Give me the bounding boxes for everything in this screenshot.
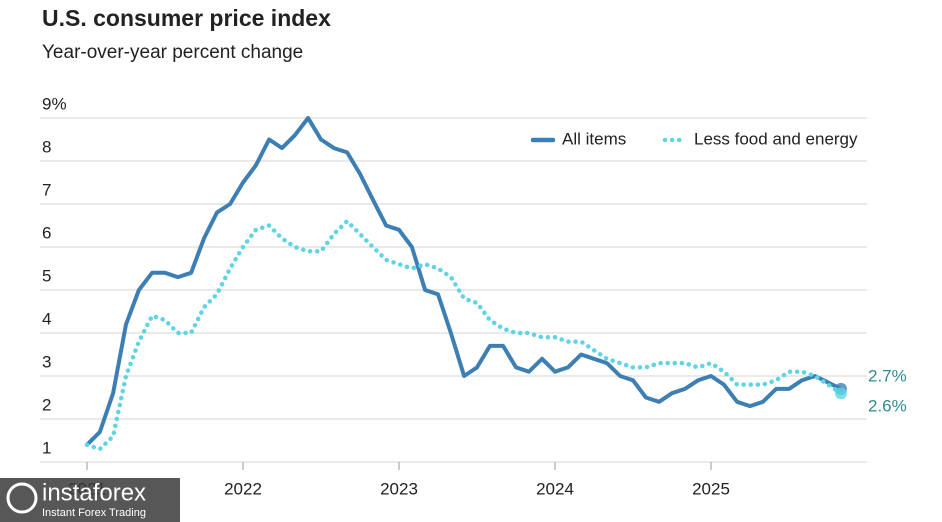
series-line bbox=[85, 116, 843, 447]
y-tick-label: 1 bbox=[42, 438, 51, 457]
x-tick-label: 2023 bbox=[380, 479, 418, 498]
y-tick-label: 4 bbox=[42, 309, 51, 328]
y-tick-label: 6 bbox=[42, 223, 51, 242]
end-label: 2.6% bbox=[868, 397, 907, 416]
end-label: 2.7% bbox=[868, 366, 907, 385]
series-line bbox=[84, 218, 844, 452]
y-tick-label: 7 bbox=[42, 180, 51, 199]
x-tick-label: 2025 bbox=[692, 479, 730, 498]
legend-label: All items bbox=[562, 129, 626, 148]
watermark-tagline: Instant Forex Trading bbox=[42, 507, 146, 519]
y-tick-label: 9% bbox=[42, 94, 67, 113]
end-dot bbox=[834, 387, 847, 400]
y-tick-label: 8 bbox=[42, 137, 51, 156]
y-tick-label: 2 bbox=[42, 395, 51, 414]
y-tick-label: 5 bbox=[42, 266, 51, 285]
x-tick-label: 2024 bbox=[536, 479, 574, 498]
chart-title: U.S. consumer price index bbox=[42, 5, 331, 31]
x-tick-label: 2022 bbox=[224, 479, 262, 498]
legend-label: Less food and energy bbox=[694, 129, 858, 148]
y-tick-label: 3 bbox=[42, 352, 51, 371]
watermark-brand: instaforex bbox=[42, 479, 146, 506]
watermark: instaforex Instant Forex Trading bbox=[0, 478, 180, 522]
watermark-logo bbox=[6, 482, 38, 514]
chart-subtitle: Year-over-year percent change bbox=[42, 42, 303, 63]
